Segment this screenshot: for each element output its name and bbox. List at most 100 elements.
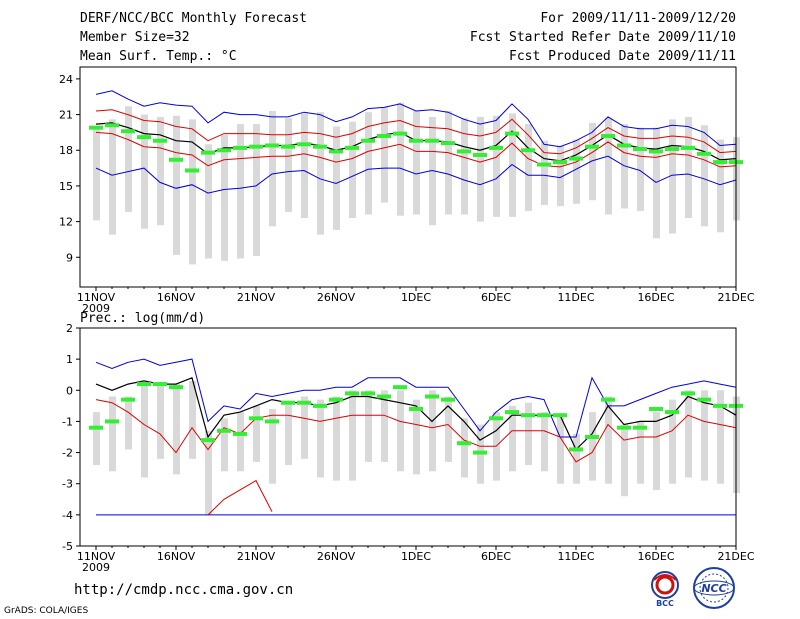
median-marker <box>537 162 551 167</box>
median-marker <box>505 410 519 415</box>
median-marker <box>585 435 599 439</box>
median-marker <box>281 400 295 405</box>
plot-frame <box>79 327 737 547</box>
y-tick-label: 12 <box>59 216 73 229</box>
median-marker <box>297 142 311 147</box>
panel-precipitation: -5 -4 -3 -2 -1 0 1 2 11NOV 16NOV 21NOV 26NOV 1DEC 6DE… <box>62 322 755 574</box>
spread-box <box>93 128 100 221</box>
median-marker <box>521 413 535 418</box>
spread-box <box>317 112 324 235</box>
median-marker <box>617 425 631 430</box>
spread-box <box>573 433 580 484</box>
spread-box <box>701 390 708 481</box>
spread-box <box>333 396 340 481</box>
spread-box <box>109 119 116 235</box>
y-tick-label: 15 <box>59 180 73 193</box>
y-tick-label: -5 <box>62 540 73 553</box>
x-tick-label: 6DEC <box>481 550 511 563</box>
x-tick-label: 21NOV <box>237 291 276 304</box>
spread-box <box>397 390 404 472</box>
spread-box <box>717 139 724 233</box>
spread-box <box>685 390 692 478</box>
spread-box <box>301 396 308 459</box>
spread-box <box>493 115 500 217</box>
series-mean-minus-sd <box>95 131 737 168</box>
spread-box <box>205 144 212 259</box>
median-marker <box>425 138 439 143</box>
median-marker <box>393 385 407 390</box>
median-marker <box>105 123 119 128</box>
x-tick-label: 16NOV <box>157 291 196 304</box>
spread-box <box>637 421 644 484</box>
median-marker <box>569 156 583 161</box>
y-tick-label: 24 <box>59 73 73 86</box>
spread-box <box>605 118 612 215</box>
x-tick-label: 16DEC <box>637 291 674 304</box>
median-marker <box>169 385 183 390</box>
median-marker <box>377 394 391 399</box>
ncc-logo: NCC <box>693 567 735 609</box>
median-marker <box>601 133 615 138</box>
y-tick-label: -1 <box>62 415 73 428</box>
median-marker <box>137 382 151 387</box>
spread-box <box>173 115 180 255</box>
median-marker <box>473 153 487 157</box>
median-marker <box>345 145 359 150</box>
spread-box <box>573 139 580 204</box>
spread-box <box>253 124 260 257</box>
footer-url[interactable]: http://cmdp.ncc.cma.gov.cn <box>74 582 294 598</box>
bcc-logo: BCC <box>651 571 679 608</box>
spread-box <box>125 396 132 450</box>
spread-box <box>445 111 452 215</box>
spread-box <box>109 396 116 472</box>
y-tick-label: 0 <box>66 384 73 397</box>
median-marker <box>393 131 407 136</box>
year-label: 2009 <box>82 561 110 574</box>
median-marker <box>633 147 647 152</box>
x-tick-label: 16NOV <box>157 550 196 563</box>
spread-box <box>141 384 148 478</box>
y-tick-label: -3 <box>62 478 73 491</box>
median-marker <box>153 382 167 387</box>
spread-box <box>317 399 324 478</box>
median-marker <box>489 416 503 421</box>
median-marker <box>249 144 263 149</box>
median-marker <box>105 419 119 424</box>
y-tick-label: -4 <box>62 509 73 522</box>
spread-box <box>685 116 692 219</box>
median-marker <box>265 419 279 424</box>
ncc-logo-text: NCC <box>701 582 726 595</box>
median-marker <box>681 391 695 396</box>
median-marker <box>329 149 343 154</box>
median-marker <box>713 403 727 408</box>
median-marker <box>217 428 231 433</box>
median-marker <box>489 145 503 150</box>
panel-temperature: 9 12 15 18 21 24 11NOV 16NOV 21NOV 26NOV 1DEC 6DEC 1… <box>59 66 755 315</box>
series-ens-max <box>95 358 737 438</box>
series-ens-min <box>95 155 737 194</box>
spread-box <box>93 412 100 466</box>
y-tick-label: -2 <box>62 447 73 460</box>
median-marker <box>633 425 647 430</box>
spread-box <box>189 119 196 265</box>
median-marker <box>169 157 183 162</box>
spread-box <box>365 112 372 215</box>
spread-box <box>285 402 292 466</box>
spread-box <box>477 116 484 222</box>
median-marker <box>345 391 359 396</box>
median-marker <box>553 160 567 165</box>
median-marker <box>265 143 279 148</box>
median-marker <box>153 138 167 143</box>
spread-box <box>429 390 436 472</box>
x-tick-label: 26NOV <box>317 291 356 304</box>
spread-box <box>461 118 468 215</box>
x-tick-label: 11NOV <box>77 291 116 304</box>
spread-box <box>669 399 676 484</box>
median-marker <box>313 144 327 149</box>
median-marker <box>601 397 615 402</box>
median-marker <box>185 168 199 173</box>
series-mean-minus-sd <box>95 399 737 463</box>
member-size: Member Size=32 <box>80 30 190 45</box>
spread-box <box>269 408 276 484</box>
median-marker <box>665 410 679 415</box>
